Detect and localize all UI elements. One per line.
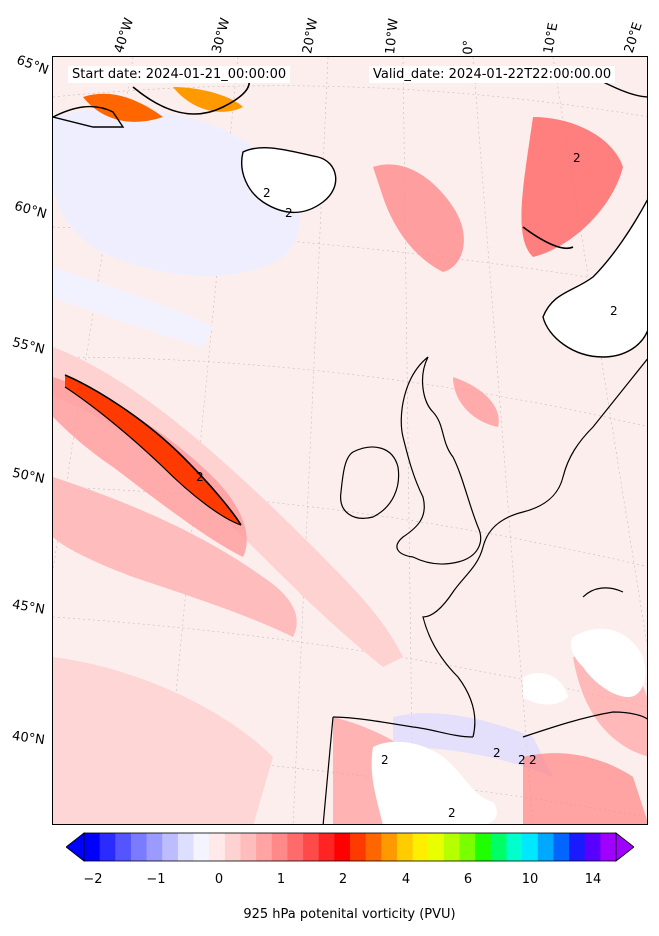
longitude-label: 10°E (541, 21, 562, 56)
europe-coastline (322, 358, 647, 824)
longitude-label: 10°W (383, 17, 402, 56)
contour-label: 2 (518, 753, 526, 767)
colorbar-tick: −2 (83, 872, 103, 887)
longitude-label: 20°W (300, 17, 322, 55)
colorbar-segment (193, 833, 210, 861)
colorbar-segment (146, 833, 163, 861)
colorbar-min-arrow (66, 832, 85, 862)
colorbar-outline (83, 832, 617, 862)
colorbar-segment (84, 833, 101, 861)
colorbar-segment (99, 833, 116, 861)
colorbar-segment (224, 833, 241, 861)
colorbar-segment (522, 833, 539, 861)
colorbar-tick: 14 (584, 872, 602, 887)
colorbar-segment (412, 833, 429, 861)
british-isles (340, 356, 482, 565)
latitude-label: 45°N (10, 597, 46, 618)
latitude-label: 60°N (12, 198, 49, 223)
contour-label: 2 (529, 753, 537, 767)
greenland-coast (53, 76, 647, 128)
colorbar-title: 925 hPa potenital vorticity (PVU) (243, 907, 456, 922)
pv-maximum-streak (64, 374, 242, 526)
contour-label: 2 (381, 753, 389, 767)
negative-pv-areas (53, 108, 553, 777)
potential-vorticity-map: 2 2 2 2 2 2 2 2 2 2 (53, 57, 647, 824)
contour-label: 2 (493, 746, 501, 760)
longitude-label: 20°E (621, 20, 646, 55)
colorbar-segment (303, 833, 320, 861)
contour-label: 2 (448, 806, 456, 820)
colorbar (66, 832, 634, 862)
colorbar-segment (256, 833, 273, 861)
colorbar-segment (115, 833, 132, 861)
colorbar-segment (287, 833, 304, 861)
contour-label: 2 (263, 186, 271, 200)
norway-coast (522, 199, 647, 358)
latitude-label: 65°N (14, 52, 51, 79)
contour-labels: 2 2 2 2 2 2 2 2 2 2 (196, 151, 618, 820)
colorbar-tick: 0 (214, 872, 224, 887)
colorbar-segment (553, 833, 570, 861)
contour-label: 2 (610, 304, 618, 318)
longitude-label: 40°W (111, 16, 138, 55)
colorbar-segment (396, 833, 414, 861)
colorbar-tick: 1 (276, 872, 286, 887)
latitude-label: 55°N (10, 335, 47, 358)
colorbar-segment (209, 833, 226, 861)
colorbar-segment (459, 833, 476, 861)
latitude-label: 50°N (10, 465, 46, 488)
colorbar-segment (350, 833, 367, 861)
colorbar-segment (584, 833, 601, 861)
start-date-label: Start date: 2024-01-21_00:00:00 (68, 66, 291, 83)
colorbar-tick: 10 (521, 872, 539, 887)
colorbar-tick: 2 (338, 872, 348, 887)
valid-date-label: Valid_date: 2024-01-22T22:00:00.00 (369, 66, 616, 83)
iceland (241, 147, 337, 214)
colorbar-segment (271, 833, 288, 861)
colorbar-tick: 4 (401, 872, 411, 887)
map-panel[interactable]: 2 2 2 2 2 2 2 2 2 2 (52, 56, 648, 825)
colorbar-max-arrow (615, 832, 634, 862)
colorbar-segment (428, 833, 445, 861)
colorbar-segment (569, 833, 586, 861)
colorbar-segment (365, 833, 382, 861)
colorbar-segment (475, 833, 492, 861)
colorbar-tick: 6 (463, 872, 473, 887)
iberia-terrain (371, 628, 646, 824)
colorbar-segment (443, 833, 461, 861)
colorbar-segment (537, 833, 554, 861)
colorbar-segment (334, 833, 351, 861)
colorbar-segment (177, 833, 195, 861)
contour-label: 2 (196, 470, 204, 484)
colorbar-segment (490, 833, 507, 861)
latitude-label: 40°N (11, 728, 46, 749)
colorbar-segment (600, 833, 617, 861)
colorbar-tick: −1 (146, 872, 166, 887)
colorbar-segment (318, 833, 335, 861)
longitude-label: 0° (461, 39, 477, 55)
longitude-label: 30°W (209, 16, 234, 55)
colorbar-segments (84, 833, 617, 861)
colorbar-segment (506, 833, 523, 861)
contour-label: 2 (573, 151, 581, 165)
colorbar-segment (162, 833, 179, 861)
colorbar-segment (381, 833, 398, 861)
colorbar-segment (240, 833, 257, 861)
contour-label: 2 (285, 206, 293, 220)
colorbar-segment (130, 833, 148, 861)
